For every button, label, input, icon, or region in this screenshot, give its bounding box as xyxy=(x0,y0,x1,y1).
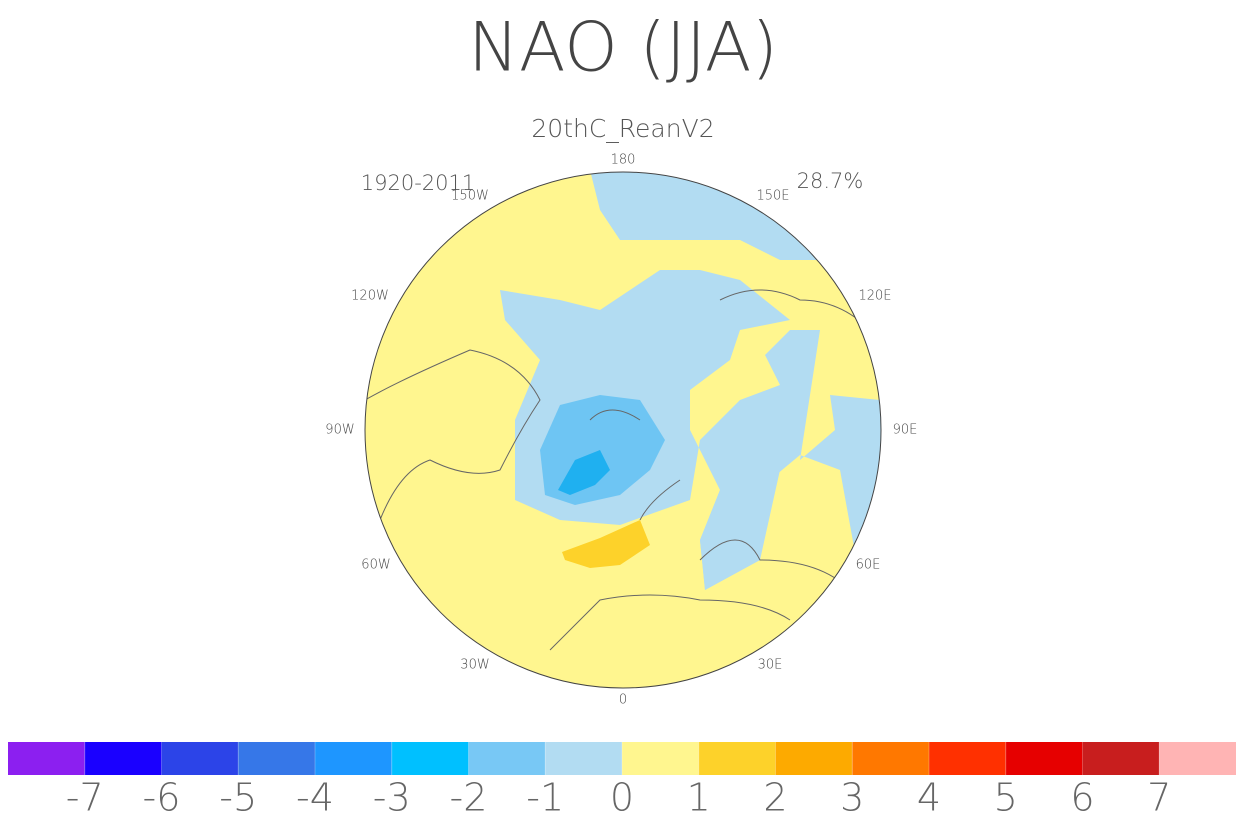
longitude-label: 90E xyxy=(893,423,918,438)
longitude-label: 30E xyxy=(758,658,783,673)
colorbar-box xyxy=(8,742,85,775)
colorbar-box xyxy=(315,742,392,775)
longitude-label: 60W xyxy=(361,558,390,573)
colorbar-box xyxy=(391,742,469,775)
colorbar-label: -7 xyxy=(66,776,104,820)
colorbar-label: -5 xyxy=(219,776,257,820)
coastline xyxy=(365,289,871,651)
period: 1920-2011 xyxy=(361,171,475,195)
negative-field-asia xyxy=(700,395,780,590)
colorbar-label: 5 xyxy=(994,776,1018,820)
longitude-label: 30W xyxy=(460,658,489,673)
colorbar-label: -1 xyxy=(526,776,564,820)
title: NAO (JJA) xyxy=(468,9,778,88)
colorbar-box xyxy=(775,742,853,775)
longitude-label: 150W xyxy=(451,189,489,204)
colorbar-label: -6 xyxy=(143,776,181,820)
colorbar-box xyxy=(545,742,622,775)
colorbar-box xyxy=(852,742,929,775)
colorbar-box xyxy=(929,742,1006,775)
colorbar-box xyxy=(468,742,546,775)
positive-core xyxy=(562,520,650,568)
colorbar-label: 3 xyxy=(840,776,864,820)
negative-center xyxy=(558,450,610,495)
colorbar-label: -4 xyxy=(296,776,334,820)
longitude-label: 120E xyxy=(858,289,891,304)
colorbar-box xyxy=(1159,742,1236,775)
map-border xyxy=(364,171,882,689)
colorbar-label: 1 xyxy=(687,776,711,820)
colorbar-box xyxy=(1005,742,1083,775)
colorbar-label: 2 xyxy=(763,776,787,820)
colorbar-label: 4 xyxy=(917,776,941,820)
colorbar-label: 6 xyxy=(1070,776,1094,820)
longitude-label: 150E xyxy=(756,189,789,204)
longitude-label: 90W xyxy=(325,423,354,438)
colorbar-label: -2 xyxy=(450,776,488,820)
colorbar-box xyxy=(1082,742,1160,775)
colorbar-box xyxy=(238,742,315,775)
colorbar-box xyxy=(622,742,699,775)
colorbar-label: 7 xyxy=(1147,776,1171,820)
variance: 28.7% xyxy=(797,169,864,193)
longitude-label: 0 xyxy=(619,693,627,708)
map-field xyxy=(365,172,881,688)
longitude-label: 120W xyxy=(351,289,389,304)
colorbar-label: -3 xyxy=(373,776,411,820)
colorbar-box xyxy=(698,742,776,775)
colorbar-label: 0 xyxy=(610,776,634,820)
longitude-label: 180 xyxy=(611,153,636,168)
longitude-label: 60E xyxy=(856,558,881,573)
colorbar-box xyxy=(161,742,239,775)
subtitle: 20thC_ReanV2 xyxy=(531,114,714,143)
colorbar-box xyxy=(84,742,162,775)
